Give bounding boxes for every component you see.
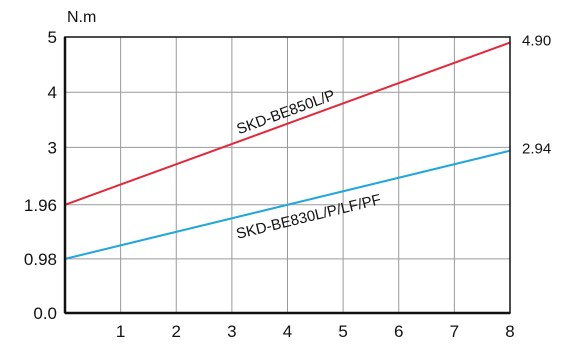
series-line [64,149,511,260]
x-tick-label: 3 [227,322,236,341]
y-tick-label: 0.0 [33,304,57,323]
y-tick-label: 5 [48,28,57,47]
x-tick-label: 2 [172,322,181,341]
x-tick-label: 7 [450,322,459,341]
y-tick-label: 3 [48,138,57,157]
x-tick-label: 5 [338,322,347,341]
axes [63,36,511,315]
y-tick-label: 0.98 [24,250,57,269]
series-name-label: SKD-BE850L/P [234,87,337,138]
y-axis-label: N.m [67,9,96,26]
series-line [64,41,511,206]
x-tick-label: 8 [505,322,514,341]
y-tick-label: 4 [48,83,57,102]
series-lines [64,41,511,260]
x-tick-label: 4 [283,322,292,341]
x-tick-label: 6 [394,322,403,341]
y-tick-label: 1.96 [24,196,57,215]
x-tick-label: 1 [116,322,125,341]
end-value-label: 4.90 [522,33,551,50]
end-value-label: 2.94 [522,141,551,158]
grid-lines [65,37,510,313]
